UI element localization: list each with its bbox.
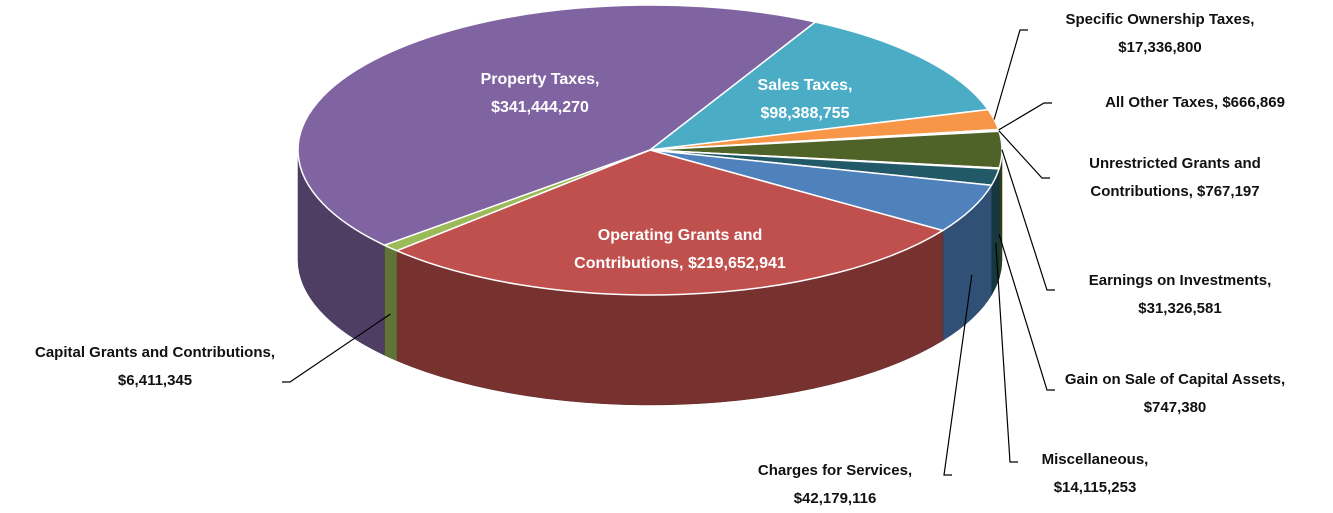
slice-name: Miscellaneous, [1042, 451, 1149, 468]
slice-value: $767,197 [1197, 183, 1260, 200]
slice-label: Earnings on Investments, $31,326,581 [1050, 267, 1310, 323]
slice-name: Earnings on Investments, [1089, 272, 1272, 289]
slice-value: $341,444,270 [491, 99, 589, 116]
slice-label: Charges for Services, $42,179,116 [730, 457, 940, 513]
slice-value: $747,380 [1144, 399, 1207, 416]
leader-line [994, 30, 1028, 119]
slice-value: $14,115,253 [1054, 479, 1137, 496]
leader-line [999, 234, 1055, 390]
slice-label: Capital Grants and Contributions, $6,411… [30, 339, 280, 395]
slice-value: $17,336,800 [1118, 39, 1201, 56]
slice-label: Operating Grants and Contributions, $219… [570, 222, 790, 278]
slice-name: Capital Grants and Contributions, [35, 344, 275, 361]
slice-label: Sales Taxes, $98,388,755 [725, 72, 885, 128]
slice-name: Charges for Services, [758, 462, 912, 479]
slice-label: Property Taxes, $341,444,270 [455, 66, 625, 122]
slice-value: $98,388,755 [761, 105, 850, 122]
slice-label: Gain on Sale of Capital Assets, $747,380 [1060, 366, 1290, 422]
slice-name: Gain on Sale of Capital Assets, [1065, 371, 1285, 388]
slice-value: $666,869 [1222, 94, 1285, 111]
slice-value: $219,652,941 [688, 255, 786, 272]
slice-name: Sales Taxes, [758, 77, 853, 94]
slice-name: Specific Ownership Taxes, [1066, 11, 1255, 28]
slice-value: $31,326,581 [1138, 300, 1221, 317]
leader-line [999, 131, 1050, 178]
slice-label: Specific Ownership Taxes, $17,336,800 [1040, 6, 1280, 62]
slice-label: Miscellaneous, $14,115,253 [1020, 446, 1170, 502]
slice-name: All Other Taxes, [1105, 94, 1218, 111]
slice-label: All Other Taxes, $666,869 [1055, 89, 1333, 117]
slice-value: $6,411,345 [118, 372, 192, 389]
slice-side [384, 245, 396, 361]
slice-label: Unrestricted Grants and Contributions, $… [1055, 150, 1295, 206]
slice-value: $42,179,116 [794, 490, 877, 507]
slice-name: Property Taxes, [481, 71, 600, 88]
leader-line [999, 103, 1052, 130]
